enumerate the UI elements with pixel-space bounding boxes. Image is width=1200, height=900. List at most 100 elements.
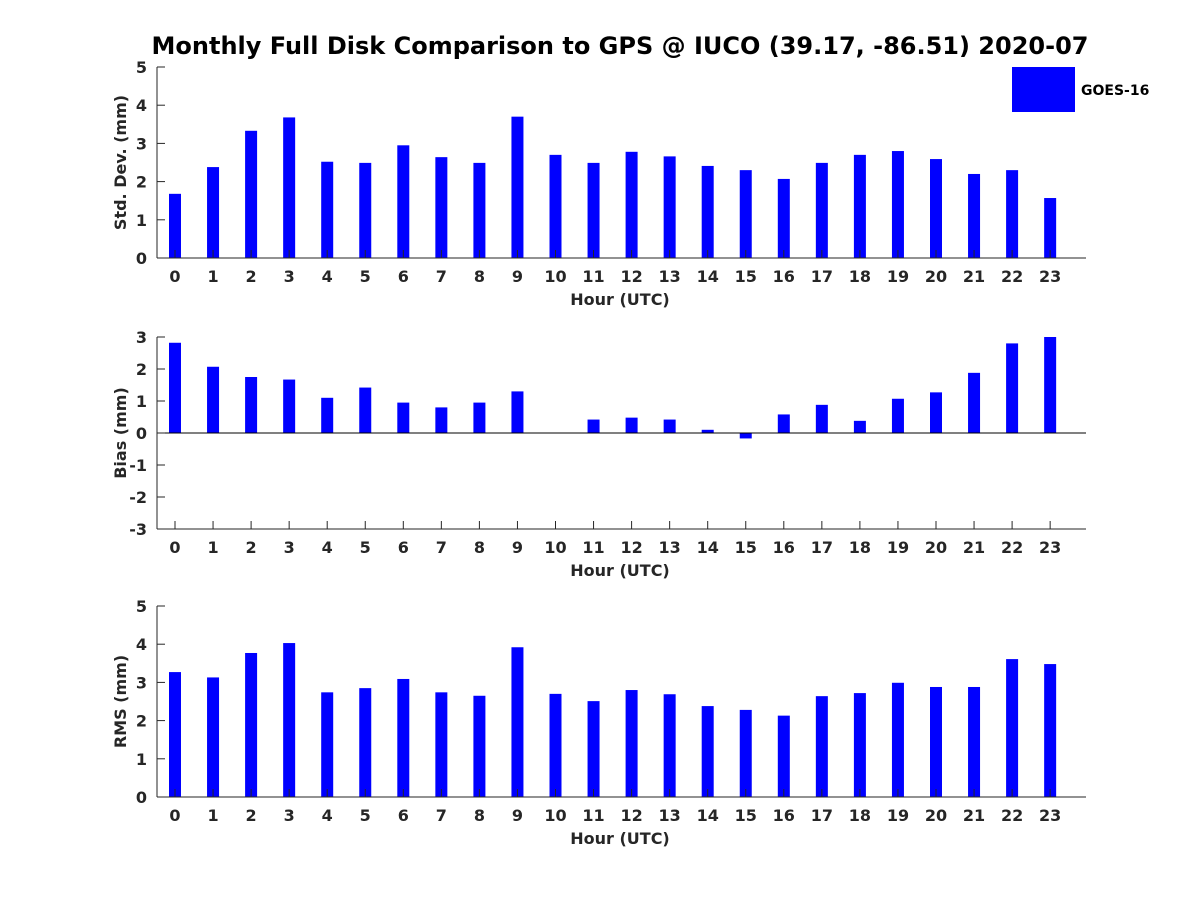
- y-tick-label: 3: [136, 134, 147, 153]
- x-tick-label: 12: [620, 538, 642, 557]
- x-axis-label: Hour (UTC): [570, 829, 670, 848]
- bar: [245, 377, 258, 433]
- x-tick-label: 17: [811, 267, 833, 286]
- x-tick-label: 6: [398, 806, 409, 825]
- x-tick-label: 10: [544, 806, 566, 825]
- bar: [321, 692, 334, 797]
- bar: [359, 387, 372, 433]
- bar: [1044, 664, 1057, 797]
- y-tick-label: 4: [136, 635, 147, 654]
- bar: [511, 116, 524, 258]
- bar: [777, 414, 790, 433]
- x-tick-label: 5: [360, 267, 371, 286]
- x-tick-label: 14: [697, 806, 719, 825]
- y-tick-label: 5: [136, 597, 147, 616]
- x-tick-label: 6: [398, 267, 409, 286]
- bar: [815, 696, 828, 797]
- x-tick-label: 15: [735, 806, 757, 825]
- x-tick-label: 9: [512, 806, 523, 825]
- bar: [930, 686, 942, 797]
- bar: [435, 407, 448, 433]
- x-tick-label: 7: [436, 538, 447, 557]
- bar: [587, 701, 600, 797]
- y-tick-label: 1: [136, 392, 147, 411]
- bar: [739, 709, 752, 797]
- bar: [511, 391, 524, 433]
- y-tick-label: 2: [136, 360, 147, 379]
- x-tick-label: 3: [284, 538, 295, 557]
- legend-label: GOES-16: [1081, 83, 1149, 99]
- x-tick-label: 11: [582, 538, 604, 557]
- bar: [283, 117, 296, 258]
- x-tick-label: 19: [887, 538, 909, 557]
- y-tick-label: 0: [136, 424, 147, 443]
- bar: [701, 165, 714, 258]
- x-tick-label: 22: [1001, 806, 1023, 825]
- x-tick-label: 10: [544, 267, 566, 286]
- x-tick-label: 2: [246, 806, 257, 825]
- bar: [321, 397, 334, 433]
- bar: [625, 151, 638, 258]
- x-tick-label: 7: [436, 267, 447, 286]
- bar: [473, 695, 486, 797]
- bar: [207, 366, 220, 433]
- y-tick-label: 2: [136, 173, 147, 192]
- bar: [283, 643, 296, 797]
- x-tick-label: 23: [1039, 267, 1061, 286]
- x-tick-label: 2: [246, 267, 257, 286]
- y-tick-label: 0: [136, 249, 147, 268]
- bar: [853, 693, 866, 797]
- x-tick-label: 18: [849, 267, 871, 286]
- x-tick-label: 23: [1039, 538, 1061, 557]
- bar: [397, 678, 410, 797]
- bar: [739, 170, 752, 258]
- bar: [549, 693, 562, 797]
- bar: [1044, 337, 1057, 433]
- x-tick-label: 22: [1001, 267, 1023, 286]
- bar: [701, 706, 714, 797]
- bar: [587, 162, 600, 258]
- bar: [701, 429, 714, 433]
- bar: [968, 372, 981, 433]
- bar: [1044, 198, 1057, 258]
- bar: [930, 392, 942, 433]
- x-tick-label: 14: [697, 538, 719, 557]
- bar: [397, 145, 410, 258]
- x-tick-label: 3: [284, 267, 295, 286]
- x-tick-label: 9: [512, 267, 523, 286]
- bar: [968, 173, 981, 258]
- y-tick-label: 3: [136, 673, 147, 692]
- x-tick-label: 4: [322, 267, 333, 286]
- bar: [625, 690, 638, 797]
- bar: [245, 130, 258, 258]
- x-tick-label: 2: [246, 538, 257, 557]
- y-tick-label: 3: [136, 328, 147, 347]
- bar: [891, 682, 904, 797]
- y-axis-label: RMS (mm): [111, 655, 130, 748]
- bar: [739, 433, 752, 439]
- x-tick-label: 0: [169, 267, 180, 286]
- legend-swatch: [1012, 67, 1075, 112]
- bar: [1006, 343, 1019, 433]
- bar: [663, 156, 676, 258]
- x-tick-label: 21: [963, 806, 985, 825]
- x-tick-label: 20: [925, 538, 947, 557]
- bar: [853, 154, 866, 258]
- bar: [321, 161, 334, 258]
- bar: [853, 420, 866, 433]
- y-axis-label: Bias (mm): [111, 387, 130, 479]
- bar: [663, 419, 676, 433]
- x-tick-label: 10: [544, 538, 566, 557]
- bar: [473, 402, 486, 433]
- bar: [777, 178, 790, 258]
- x-tick-label: 8: [474, 267, 485, 286]
- bar: [245, 652, 258, 797]
- bar: [207, 167, 220, 258]
- bar: [968, 686, 981, 797]
- x-tick-label: 5: [360, 538, 371, 557]
- x-tick-label: 16: [773, 267, 795, 286]
